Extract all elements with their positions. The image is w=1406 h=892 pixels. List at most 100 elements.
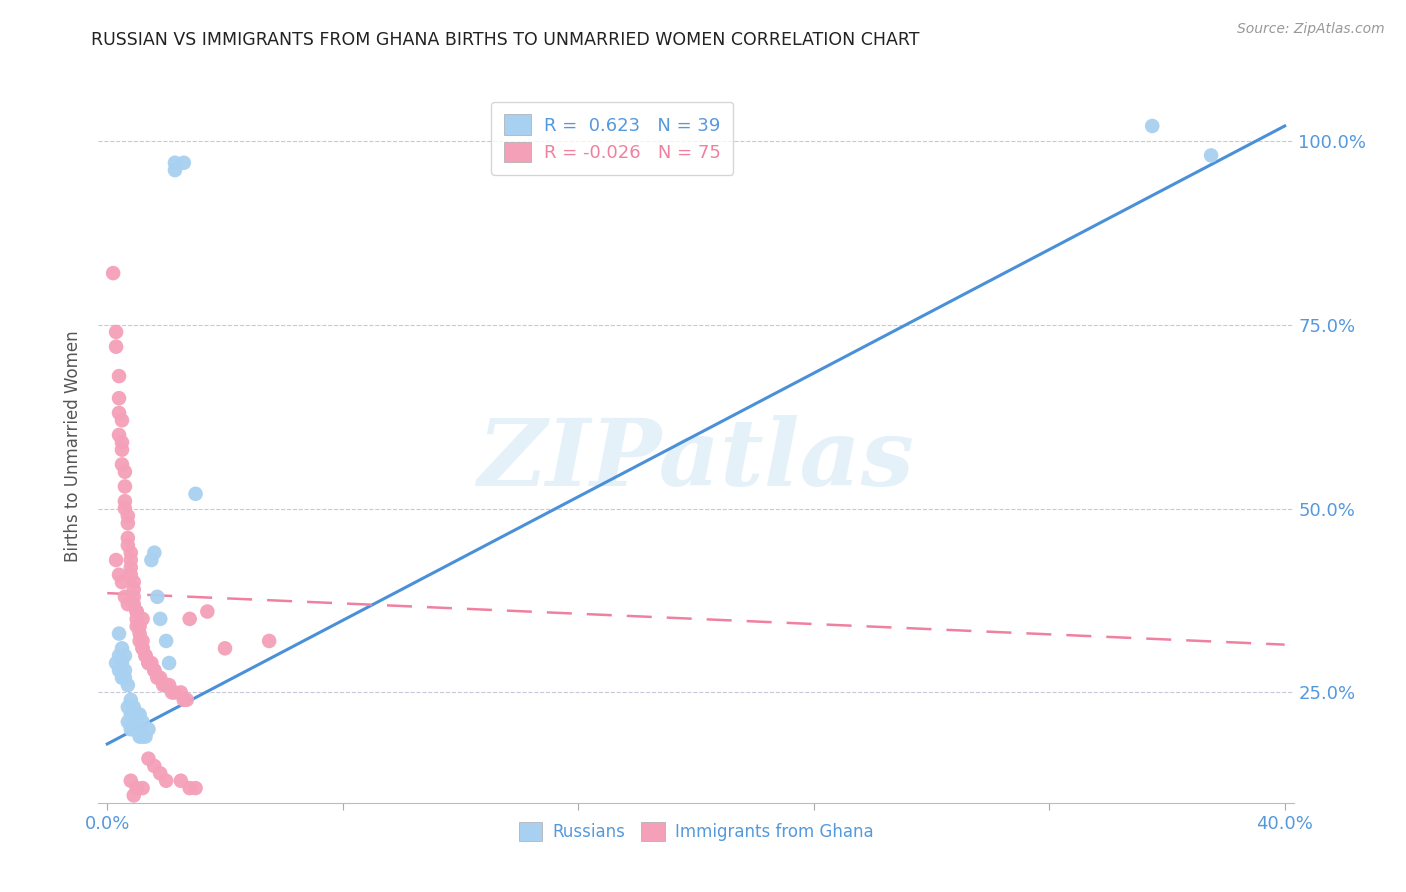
Point	[111, 671, 134, 685]
Point	[122, 597, 145, 611]
Point	[108, 664, 131, 678]
Point	[170, 685, 193, 699]
Point	[179, 612, 201, 626]
Point	[111, 575, 134, 590]
Point	[195, 605, 218, 619]
Point	[122, 789, 145, 803]
Point	[108, 428, 131, 442]
Point	[122, 590, 145, 604]
Point	[131, 781, 153, 796]
Point	[117, 714, 139, 729]
Point	[117, 531, 139, 545]
Point	[138, 723, 160, 737]
Point	[105, 656, 128, 670]
Point	[146, 590, 169, 604]
Point	[108, 369, 131, 384]
Point	[1142, 119, 1164, 133]
Point	[146, 671, 169, 685]
Point	[120, 567, 142, 582]
Point	[125, 714, 148, 729]
Point	[143, 664, 166, 678]
Point	[125, 612, 148, 626]
Point	[125, 781, 148, 796]
Point	[117, 516, 139, 531]
Point	[105, 340, 128, 354]
Point	[138, 656, 160, 670]
Point	[176, 693, 198, 707]
Point	[143, 546, 166, 560]
Point	[214, 641, 236, 656]
Point	[111, 458, 134, 472]
Point	[128, 619, 150, 633]
Point	[173, 693, 195, 707]
Point	[128, 634, 150, 648]
Point	[143, 759, 166, 773]
Point	[125, 707, 148, 722]
Point	[163, 685, 186, 699]
Point	[125, 723, 148, 737]
Point	[108, 391, 131, 405]
Point	[117, 538, 139, 552]
Point	[114, 671, 136, 685]
Point	[111, 413, 134, 427]
Point	[157, 656, 180, 670]
Point	[138, 656, 160, 670]
Point	[117, 678, 139, 692]
Text: ZIPatlas: ZIPatlas	[478, 416, 914, 505]
Point	[101, 266, 124, 280]
Point	[155, 678, 177, 692]
Point	[160, 685, 183, 699]
Point	[114, 465, 136, 479]
Point	[128, 730, 150, 744]
Point	[184, 487, 207, 501]
Point	[122, 575, 145, 590]
Point	[157, 678, 180, 692]
Point	[125, 605, 148, 619]
Point	[143, 664, 166, 678]
Point	[134, 648, 156, 663]
Point	[163, 163, 186, 178]
Point	[138, 752, 160, 766]
Point	[179, 781, 201, 796]
Point	[120, 773, 142, 788]
Point	[105, 325, 128, 339]
Point	[128, 626, 150, 640]
Point	[114, 648, 136, 663]
Point	[149, 612, 172, 626]
Point	[114, 590, 136, 604]
Point	[120, 707, 142, 722]
Legend: Russians, Immigrants from Ghana: Russians, Immigrants from Ghana	[512, 815, 880, 848]
Point	[155, 773, 177, 788]
Point	[131, 634, 153, 648]
Text: Source: ZipAtlas.com: Source: ZipAtlas.com	[1237, 22, 1385, 37]
Point	[114, 664, 136, 678]
Point	[163, 155, 186, 169]
Text: RUSSIAN VS IMMIGRANTS FROM GHANA BIRTHS TO UNMARRIED WOMEN CORRELATION CHART: RUSSIAN VS IMMIGRANTS FROM GHANA BIRTHS …	[91, 31, 920, 49]
Point	[128, 707, 150, 722]
Point	[114, 501, 136, 516]
Point	[184, 781, 207, 796]
Point	[131, 641, 153, 656]
Point	[125, 619, 148, 633]
Point	[120, 553, 142, 567]
Point	[117, 700, 139, 714]
Point	[141, 553, 163, 567]
Point	[105, 553, 128, 567]
Point	[108, 648, 131, 663]
Point	[120, 723, 142, 737]
Point	[108, 567, 131, 582]
Point	[155, 634, 177, 648]
Point	[149, 766, 172, 780]
Point	[122, 582, 145, 597]
Point	[170, 773, 193, 788]
Point	[131, 612, 153, 626]
Point	[122, 700, 145, 714]
Point	[108, 626, 131, 640]
Point	[114, 494, 136, 508]
Point	[122, 723, 145, 737]
Point	[108, 406, 131, 420]
Point	[120, 560, 142, 574]
Point	[117, 508, 139, 523]
Point	[149, 671, 172, 685]
Y-axis label: Births to Unmarried Women: Births to Unmarried Women	[65, 330, 83, 562]
